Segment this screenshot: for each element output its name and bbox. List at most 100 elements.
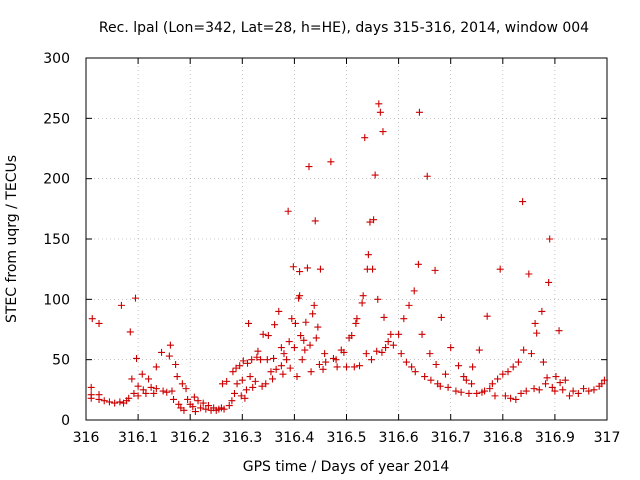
data-point [321,350,329,358]
data-point [370,216,378,224]
data-point [190,393,198,401]
data-point [457,388,465,396]
data-point [414,260,422,268]
x-tick-label: 316.3 [222,430,262,446]
data-point [585,387,593,395]
data-point [152,363,160,371]
data-point [555,327,563,335]
x-tick-label: 316.6 [379,430,419,446]
data-point [297,332,305,340]
x-tick-label: 316 [73,430,100,446]
data-point [95,319,103,327]
data-point [426,350,434,358]
data-point [219,380,227,388]
data-point [251,377,259,385]
data-point [343,363,350,371]
x-tick-label: 316.7 [431,430,471,446]
data-point [387,330,395,338]
data-point [290,344,298,352]
data-point [134,392,142,400]
data-point [561,376,569,384]
data-point [178,380,186,388]
x-tick-label: 317 [594,430,621,446]
data-point [533,329,541,337]
data-point [452,387,460,395]
data-point [375,100,383,108]
data-point [242,386,250,394]
data-point [312,334,320,342]
data-point [397,350,405,358]
data-point [117,301,125,309]
y-tick-label: 0 [61,413,70,429]
data-point [199,399,207,407]
data-point [170,395,178,403]
data-point [246,373,254,381]
y-tick-label: 150 [43,232,70,248]
data-point [600,376,608,384]
data-point [262,380,270,388]
x-tick-label: 316.9 [535,430,575,446]
data-point [232,364,240,372]
data-point [239,357,247,365]
y-tick-label: 200 [43,172,70,188]
data-point [159,387,167,395]
data-point [590,386,598,394]
data-point [421,373,429,381]
data-point [172,360,180,368]
data-point [423,172,431,180]
data-point [229,368,237,376]
data-point [517,389,525,397]
data-point [400,315,408,323]
data-point [237,392,245,400]
data-point [543,374,551,382]
data-point [350,363,358,371]
data-point [380,313,388,321]
data-point [291,319,299,327]
data-point [542,380,550,388]
data-point [87,394,95,402]
data-point [427,376,435,384]
data-point [525,270,533,278]
data-point [486,385,494,393]
data-point [293,373,301,381]
data-point [379,128,387,136]
data-point [371,171,379,179]
data-point [126,328,134,336]
data-point [545,278,553,286]
axis-ticks [85,57,608,421]
data-point [569,387,577,395]
data-point [285,338,293,346]
data-point [245,319,253,327]
data-point [559,386,567,394]
data-point [272,365,280,373]
data-point [220,405,228,413]
data-point [504,368,512,376]
data-point [267,368,275,376]
data-point [348,332,356,340]
x-axis-label: GPS time / Days of year 2014 [243,459,450,475]
data-point [302,318,310,326]
data-point [316,265,324,273]
data-point [580,385,588,393]
data-point [408,363,416,371]
data-point [204,402,212,410]
data-point [258,382,266,390]
data-point [501,392,509,400]
data-point [546,235,554,243]
data-point [465,389,473,397]
data-point [230,389,238,397]
data-point [182,385,190,393]
data-point [254,347,262,355]
data-point [332,356,340,364]
x-tick-labels: 316 316.1 316.2 316.3 316.4 316.5 316.6 316.7 31… [73,430,621,446]
data-point [298,356,306,364]
data-point [444,383,452,391]
data-point [368,356,376,364]
data-point [311,217,319,225]
data-point [384,338,392,346]
data-point [150,389,158,397]
data-point [551,387,559,395]
data-point [376,108,384,116]
data-point [507,394,515,402]
data-point [512,395,520,403]
